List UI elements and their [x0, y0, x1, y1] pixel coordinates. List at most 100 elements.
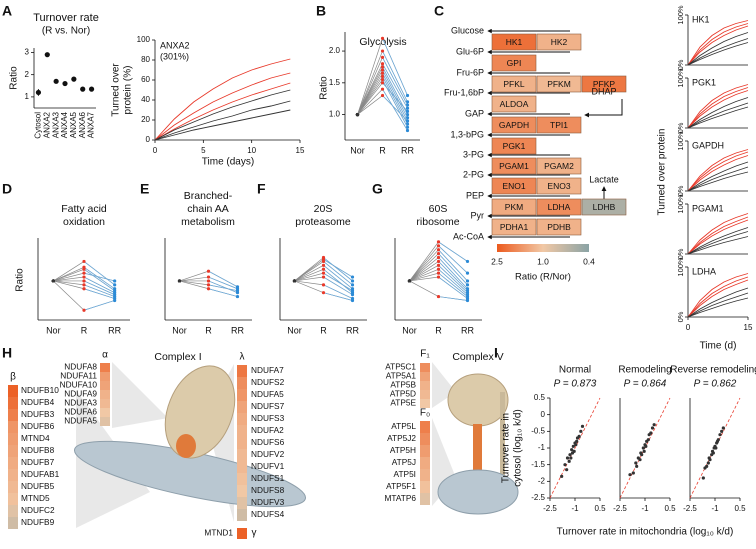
- series-line: [687, 276, 749, 318]
- pair-segment: [382, 57, 408, 106]
- point: [436, 263, 441, 267]
- x-tick-label: 0.5: [594, 504, 606, 513]
- point: [465, 283, 470, 287]
- chart-title: Glycolysis: [359, 36, 406, 48]
- enzyme-name: PFKM: [547, 79, 571, 89]
- panel-letter: I: [494, 345, 498, 361]
- protein-name: MTND5: [21, 493, 50, 503]
- pair-segment: [323, 284, 353, 299]
- x-tick-label: -2.5: [613, 504, 627, 513]
- x-tick-label: Nor: [46, 325, 61, 335]
- point: [177, 279, 182, 283]
- x-tick-label: RR: [231, 325, 244, 335]
- subunit-group-label: β: [10, 372, 16, 383]
- point: [206, 283, 211, 287]
- point: [718, 433, 722, 437]
- pair-segment: [83, 280, 115, 295]
- metabolite: 2-PG: [463, 169, 484, 179]
- point: [465, 259, 470, 264]
- pair-segment: [438, 241, 468, 262]
- side-label: Lactate: [589, 174, 619, 184]
- point: [82, 279, 86, 283]
- point: [405, 100, 410, 104]
- x-tick-label: ANXA2: [42, 111, 51, 138]
- enzyme-box: [491, 95, 537, 113]
- point: [567, 459, 571, 463]
- point: [436, 259, 441, 264]
- x-tick-label: 0: [686, 323, 691, 332]
- protein-name: NDUFA5: [64, 416, 97, 426]
- protein-name: ATP5J2: [387, 433, 416, 443]
- pair-segment: [208, 284, 238, 292]
- series-line: [687, 102, 749, 129]
- x-tick-label: ANXA5: [69, 111, 78, 138]
- pair-segment: [208, 280, 238, 293]
- point: [577, 434, 581, 438]
- enzyme-name: HK2: [551, 37, 568, 47]
- enzyme-box: [491, 75, 537, 93]
- pair-segment: [438, 265, 468, 293]
- identity-line: [549, 397, 601, 499]
- metabolite: Glu-6P: [456, 46, 484, 56]
- enzyme-box: [581, 198, 627, 216]
- panel-letter: E: [140, 181, 149, 197]
- pair-segment: [438, 272, 468, 297]
- point: [405, 106, 410, 110]
- chart-title: oxidation: [63, 216, 105, 228]
- point: [465, 298, 470, 303]
- x-tick-label: RR: [108, 325, 121, 335]
- heat-cell: [420, 421, 430, 433]
- point: [380, 68, 385, 72]
- enzyme-box: [491, 137, 537, 155]
- protein-name: NDUFC2: [21, 505, 55, 515]
- point: [465, 271, 470, 275]
- series-line: [687, 87, 749, 129]
- y-tick-label: 40: [141, 95, 150, 104]
- y-tick-label: 80: [141, 55, 150, 64]
- x-tick-label: ANXA4: [60, 111, 69, 138]
- heat-cell: [100, 363, 110, 372]
- x-tick-label: R: [205, 325, 212, 335]
- y-tick-label: 0%: [676, 185, 685, 196]
- protein-name: NDUFS4: [251, 509, 285, 519]
- series-line: [687, 155, 749, 192]
- y-tick-label: -0.5: [531, 426, 545, 435]
- point: [235, 289, 240, 293]
- protein-name: NDUFB6: [21, 421, 55, 431]
- x-tick-label: Cytosol: [34, 112, 43, 139]
- point: [465, 279, 470, 283]
- series-line: [687, 151, 749, 192]
- pair-line: [179, 276, 238, 290]
- point: [580, 424, 585, 428]
- x-tick-label: 0.5: [664, 504, 676, 513]
- series-line: [687, 25, 749, 66]
- pair-segment: [323, 292, 353, 301]
- heat-cell: [100, 372, 110, 381]
- point: [82, 259, 86, 264]
- point: [113, 279, 117, 283]
- dot: [35, 89, 42, 96]
- heat-cell: [237, 425, 247, 437]
- point: [405, 103, 410, 107]
- x-tick-label: ANXA3: [51, 111, 60, 138]
- stalk: [473, 424, 482, 470]
- series-line: [154, 82, 291, 141]
- point: [206, 269, 211, 273]
- enzyme-box: [536, 157, 582, 175]
- point: [720, 429, 724, 433]
- y-tick-label: 0: [146, 135, 151, 144]
- subunit-group-label: α: [102, 350, 108, 361]
- enzyme-box: [491, 33, 537, 51]
- pair-segment: [438, 257, 468, 290]
- x-axis-label: Time (d): [700, 341, 737, 352]
- point: [436, 244, 441, 248]
- chart-title: metabolism: [181, 216, 235, 228]
- x-tick-label: Nor: [287, 325, 302, 335]
- point: [405, 109, 410, 114]
- x-tick-label: -1: [711, 504, 719, 513]
- heat-cell: [420, 363, 430, 372]
- point: [405, 128, 410, 133]
- x-tick-label: 0.5: [734, 504, 746, 513]
- series-line: [154, 100, 291, 141]
- series-line: [687, 32, 749, 66]
